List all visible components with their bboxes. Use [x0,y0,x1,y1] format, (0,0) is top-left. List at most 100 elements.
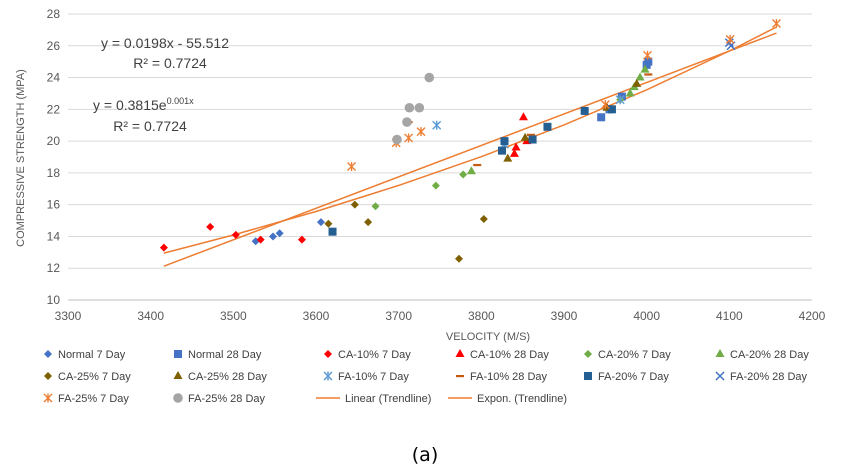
trendline-linear-trendline- [163,32,777,267]
point-fa-20-7-day [607,105,616,114]
legend-swatch [456,375,464,378]
point-ca-10-7-day [256,235,265,244]
x-tick-label: 4000 [633,309,660,323]
linear-r-squared: R² = 0.7724 [133,55,207,71]
point-fa-25-7-day [725,34,735,44]
legend-label: FA-25% 7 Day [58,393,129,405]
legend-label: FA-20% 28 Day [730,371,808,383]
legend-item: FA-20% 28 Day [715,371,808,383]
legend-item: FA-25% 28 Day [173,393,266,405]
point-fa-25-28-day [404,102,415,113]
point-ca-10-7-day [231,230,240,239]
point-ca-10-28-day [509,148,519,157]
point-ca-25-7-day [324,219,333,228]
legend-label: CA-20% 7 Day [598,349,671,361]
expon-equation: y = 0.3815e0.001x [93,96,194,113]
legend-item: FA-10% 28 Day [456,371,548,383]
point-normal-7-day [275,229,284,238]
legend-swatch [173,371,183,379]
point-fa-25-7-day [416,127,426,137]
point-fa-25-7-day [404,133,414,143]
point-normal-7-day [316,218,325,227]
expon-equation-base: y = 0.3815e [93,97,167,113]
linear-equation: y = 0.0198x - 55.512 [101,35,229,51]
point-fa-10-28-day [644,73,653,76]
legend-item: Normal 7 Day [44,349,126,361]
point-fa-10-28-day [526,133,535,136]
y-tick-label: 26 [47,39,61,53]
point-fa-25-28-day [402,117,412,127]
trendline-expon-trendline- [163,26,777,254]
y-tick-label: 24 [47,71,61,85]
point-normal-28-day [597,113,606,122]
point-fa-10-28-day [473,163,482,167]
point-fa-10-7-day [615,95,625,105]
point-ca-10-7-day [159,243,168,252]
point-normal-28-day [617,92,626,101]
x-tick-label: 4100 [716,309,743,323]
legend-swatch [43,393,53,403]
point-fa-20-7-day [328,227,337,236]
legend-swatch [174,350,182,358]
legend-label: FA-10% 28 Day [470,371,548,383]
point-fa-25-7-day [347,162,357,172]
legend-item: FA-10% 7 Day [323,371,409,383]
x-tick-label: 4200 [799,309,826,323]
y-tick-label: 22 [47,102,61,116]
x-tick-label: 3800 [468,309,495,323]
legend-item: FA-20% 7 Day [584,371,669,383]
point-ca-25-28-day [632,78,642,87]
legend-label: CA-10% 28 Day [470,349,549,361]
point-ca-20-28-day [625,88,635,97]
expon-r-squared: R² = 0.7724 [113,118,187,134]
legend-label: FA-10% 7 Day [338,371,409,383]
trendlines [163,26,777,267]
legend-item: Expon. (Trendline) [448,393,567,405]
x-tick-label: 3400 [137,309,164,323]
legend-item: CA-10% 28 Day [455,349,549,361]
legend-label: CA-25% 7 Day [58,371,131,383]
legend-swatch [324,350,332,358]
point-ca-10-7-day [206,222,215,231]
point-fa-25-28-day [424,72,435,83]
legend-label: Linear (Trendline) [345,393,431,405]
legend-item: Normal 28 Day [174,349,262,361]
point-fa-25-7-day [771,19,781,29]
point-ca-10-7-day [297,235,306,244]
legend-swatch [715,371,725,381]
y-tick-label: 16 [47,198,61,212]
point-ca-20-7-day [459,170,468,179]
legend-item: CA-25% 28 Day [173,371,267,383]
point-ca-25-28-day [520,132,530,141]
point-fa-20-7-day [580,106,589,115]
legend-label: Normal 28 Day [188,349,262,361]
point-fa-10-7-day [432,120,442,130]
y-tick-label: 12 [47,261,61,275]
x-tick-label: 3900 [551,309,578,323]
legend-item: CA-20% 7 Day [584,349,671,361]
legend-label: CA-20% 28 Day [730,349,809,361]
point-ca-20-28-day [640,64,650,73]
legend-label: Normal 7 Day [58,349,126,361]
axis-ticks: 10 12 14 16 18 20 22 24 26 28 3300 3400 3500 3600 3700… [47,7,826,323]
legend-swatch [44,372,52,380]
point-ca-10-28-day [518,112,528,121]
legend-label: FA-25% 28 Day [188,393,266,405]
legend: Normal 7 Day Normal 28 Day CA-10% 7 Day CA-… [43,349,809,405]
figure-caption: (a) [412,444,438,466]
point-ca-20-7-day [371,202,380,211]
legend-label: CA-25% 28 Day [188,371,267,383]
y-tick-label: 10 [47,293,61,307]
legend-item: CA-10% 7 Day [324,349,411,361]
legend-swatch [173,393,183,403]
x-tick-label: 3600 [303,309,330,323]
x-tick-label: 3300 [55,309,82,323]
point-normal-7-day [269,232,278,241]
legend-label: FA-20% 7 Day [598,371,669,383]
point-ca-10-28-day [511,142,521,151]
point-fa-20-7-day [528,135,537,144]
point-fa-25-28-day [414,102,425,113]
legend-item: CA-20% 28 Day [715,349,809,361]
x-tick-label: 3700 [385,309,412,323]
